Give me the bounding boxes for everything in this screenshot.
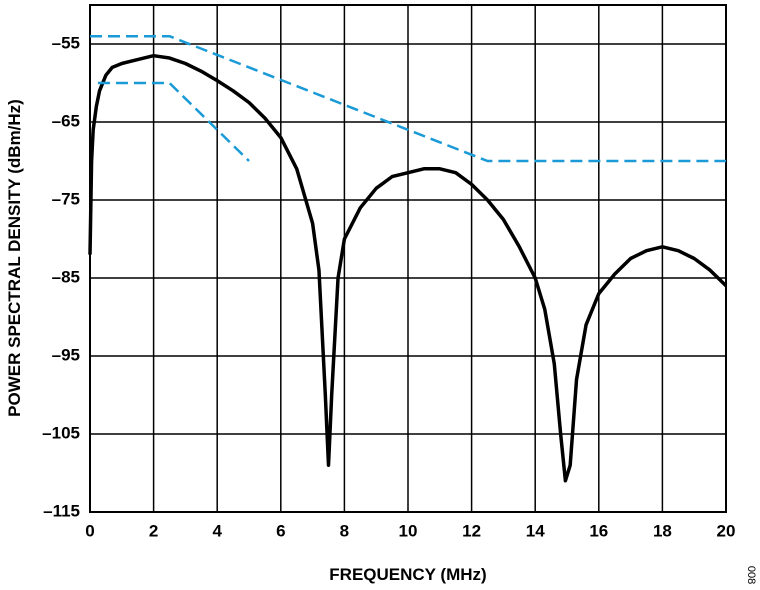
x-tick-label: 6	[276, 521, 285, 540]
x-tick-label: 10	[399, 521, 418, 540]
x-axis-label: FREQUENCY (MHz)	[329, 565, 486, 584]
x-tick-label: 12	[462, 521, 481, 540]
x-tick-label: 4	[212, 521, 222, 540]
y-tick-label: –65	[52, 111, 80, 130]
y-tick-label: –55	[52, 33, 80, 52]
mask-line	[90, 34, 726, 163]
x-tick-label: 0	[85, 521, 94, 540]
y-tick-label: –95	[52, 345, 80, 364]
figure-number: 008	[745, 566, 757, 584]
x-tick-label: 20	[717, 521, 736, 540]
psd-line	[88, 53, 728, 483]
y-tick-label: –105	[42, 423, 80, 442]
x-tick-label: 18	[653, 521, 672, 540]
x-tick-label: 16	[589, 521, 608, 540]
x-tick-label: 2	[149, 521, 158, 540]
x-tick-label: 8	[340, 521, 349, 540]
y-axis-label: POWER SPECTRAL DENSITY (dBm/Hz)	[5, 99, 24, 417]
y-tick-label: –115	[43, 501, 80, 520]
y-tick-label: –85	[52, 267, 80, 286]
x-tick-label: 14	[526, 521, 545, 540]
mask-line	[97, 81, 250, 162]
y-tick-label: –75	[52, 189, 80, 208]
